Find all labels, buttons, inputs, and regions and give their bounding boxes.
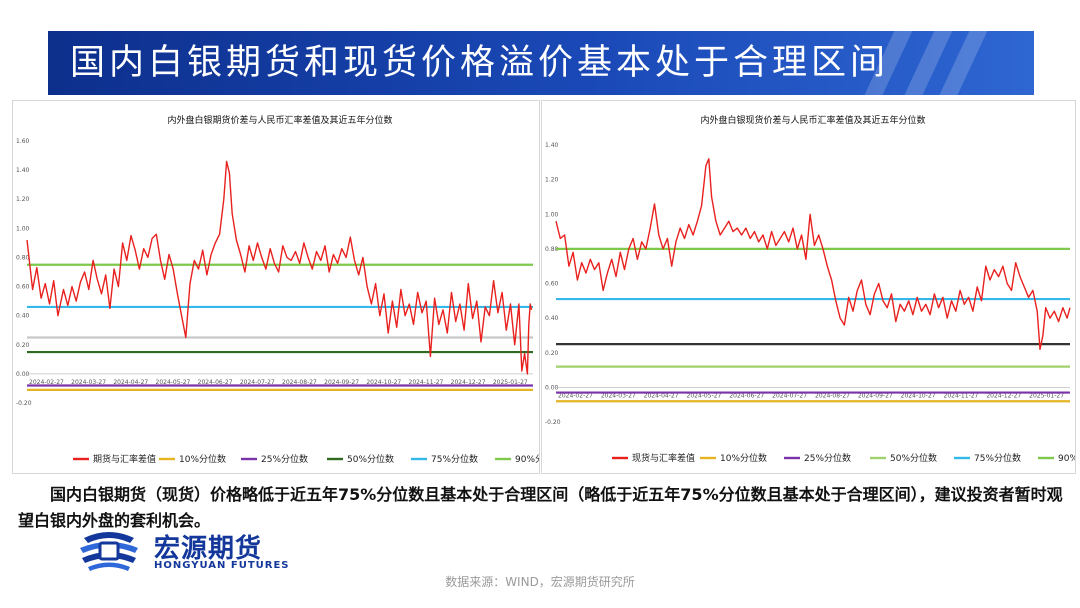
hongyuan-logo-icon bbox=[80, 532, 138, 571]
x-tick-label: 2024-08-27 bbox=[282, 379, 317, 386]
legend-label: 25%分位数 bbox=[261, 453, 308, 465]
summary-text: 国内白银期货（现货）价格略低于近五年75%分位数且基本处于合理区间（略低于近五年… bbox=[18, 485, 1063, 530]
y-tick-label: 0.20 bbox=[545, 350, 559, 357]
logo-text-en: HONGYUAN FUTURES bbox=[154, 560, 290, 571]
legend-label: 50%分位数 bbox=[347, 453, 394, 465]
y-tick-label: 1.00 bbox=[16, 225, 30, 232]
y-tick-label: 1.40 bbox=[545, 142, 559, 149]
y-tick-label: -0.20 bbox=[16, 400, 32, 407]
legend-label: 25%分位数 bbox=[804, 452, 851, 464]
x-tick-label: 2024-04-27 bbox=[113, 379, 148, 386]
page-title: 国内白银期货和现货价格溢价基本处于合理区间 bbox=[70, 43, 890, 83]
chart-title: 内外盘白银现货价差与人民币汇率差值及其近五年分位数 bbox=[700, 114, 925, 126]
y-tick-label: -0.20 bbox=[545, 419, 561, 426]
legend-label: 期货与汇率差值 bbox=[93, 453, 156, 465]
y-tick-label: 0.20 bbox=[16, 342, 30, 349]
futures-spread-chart: 内外盘白银期货价差与人民币汇率差值及其近五年分位数 1.60 1.40 1.20 1.0… bbox=[16, 114, 539, 465]
series-line bbox=[26, 160, 533, 375]
legend-label: 10%分位数 bbox=[179, 453, 226, 465]
company-logo: 宏源期货 HONGYUAN FUTURES bbox=[78, 528, 318, 574]
x-tick-label: 2024-05-27 bbox=[156, 379, 191, 386]
y-tick-label: 0.80 bbox=[16, 254, 30, 261]
spot-spread-chart: 内外盘白银现货价差与人民币汇率差值及其近五年分位数 1.40 1.20 1.00 0.8… bbox=[545, 114, 1075, 464]
x-tick-label: 2024-06-27 bbox=[198, 379, 233, 386]
x-tick-label: 2024-11-27 bbox=[944, 392, 979, 399]
y-tick-label: 0.40 bbox=[545, 315, 559, 322]
y-tick-label: 1.00 bbox=[545, 211, 559, 218]
x-tick-label: 2024-09-27 bbox=[324, 379, 359, 386]
x-tick-label: 2024-03-27 bbox=[601, 392, 636, 399]
x-tick-label: 2024-02-27 bbox=[558, 392, 593, 399]
y-tick-label: 0.00 bbox=[545, 384, 559, 391]
legend-label: 50%分位数 bbox=[890, 452, 937, 464]
chart-title: 内外盘白银期货价差与人民币汇率差值及其近五年分位数 bbox=[167, 114, 392, 126]
x-tick-label: 2024-05-27 bbox=[687, 392, 722, 399]
data-source: 数据来源：WIND，宏源期货研究所 bbox=[445, 575, 635, 589]
y-tick-label: 1.40 bbox=[16, 167, 30, 174]
y-tick-label: 0.60 bbox=[545, 281, 559, 288]
y-tick-label: 0.80 bbox=[545, 246, 559, 253]
y-tick-label: 0.40 bbox=[16, 313, 30, 320]
legend-label: 10%分位数 bbox=[720, 452, 767, 464]
x-tick-label: 2024-07-27 bbox=[240, 379, 275, 386]
x-tick-label: 2024-12-27 bbox=[451, 379, 486, 386]
title-banner: 国内白银期货和现货价格溢价基本处于合理区间 bbox=[48, 31, 1034, 95]
y-tick-label: 1.20 bbox=[545, 177, 559, 184]
spot-chart-panel: 内外盘白银现货价差与人民币汇率差值及其近五年分位数 1.40 1.20 1.00 0.8… bbox=[541, 100, 1076, 474]
legend-label: 75%分位数 bbox=[974, 452, 1021, 464]
y-tick-label: 1.20 bbox=[16, 196, 30, 203]
x-tick-label: 2024-11-27 bbox=[409, 379, 444, 386]
x-tick-label: 2024-10-27 bbox=[901, 392, 936, 399]
x-tick-label: 2024-04-27 bbox=[644, 392, 679, 399]
x-tick-label: 2025-01-27 bbox=[493, 379, 528, 386]
x-tick-label: 2024-12-27 bbox=[986, 392, 1021, 399]
x-tick-label: 2024-03-27 bbox=[71, 379, 106, 386]
legend-label: 现货与汇率差值 bbox=[632, 452, 695, 464]
y-tick-label: 0.00 bbox=[16, 371, 30, 378]
x-tick-label: 2024-08-27 bbox=[815, 392, 850, 399]
x-tick-label: 2025-01-27 bbox=[1029, 392, 1064, 399]
x-tick-label: 2024-07-27 bbox=[772, 392, 807, 399]
series-line bbox=[555, 158, 1071, 350]
legend-label: 90%分位数 bbox=[1058, 452, 1075, 464]
x-tick-label: 2024-10-27 bbox=[366, 379, 401, 386]
x-tick-label: 2024-06-27 bbox=[729, 392, 764, 399]
futures-chart-panel: 内外盘白银期货价差与人民币汇率差值及其近五年分位数 1.60 1.40 1.20 1.0… bbox=[12, 100, 540, 474]
x-tick-label: 2024-09-27 bbox=[858, 392, 893, 399]
legend-label: 75%分位数 bbox=[431, 453, 478, 465]
logo-text-cn: 宏源期货 bbox=[154, 534, 263, 564]
x-tick-label: 2024-02-27 bbox=[29, 379, 64, 386]
y-tick-label: 0.60 bbox=[16, 284, 30, 291]
y-tick-label: 1.60 bbox=[16, 138, 30, 145]
legend-label: 90%分位数 bbox=[515, 453, 539, 465]
